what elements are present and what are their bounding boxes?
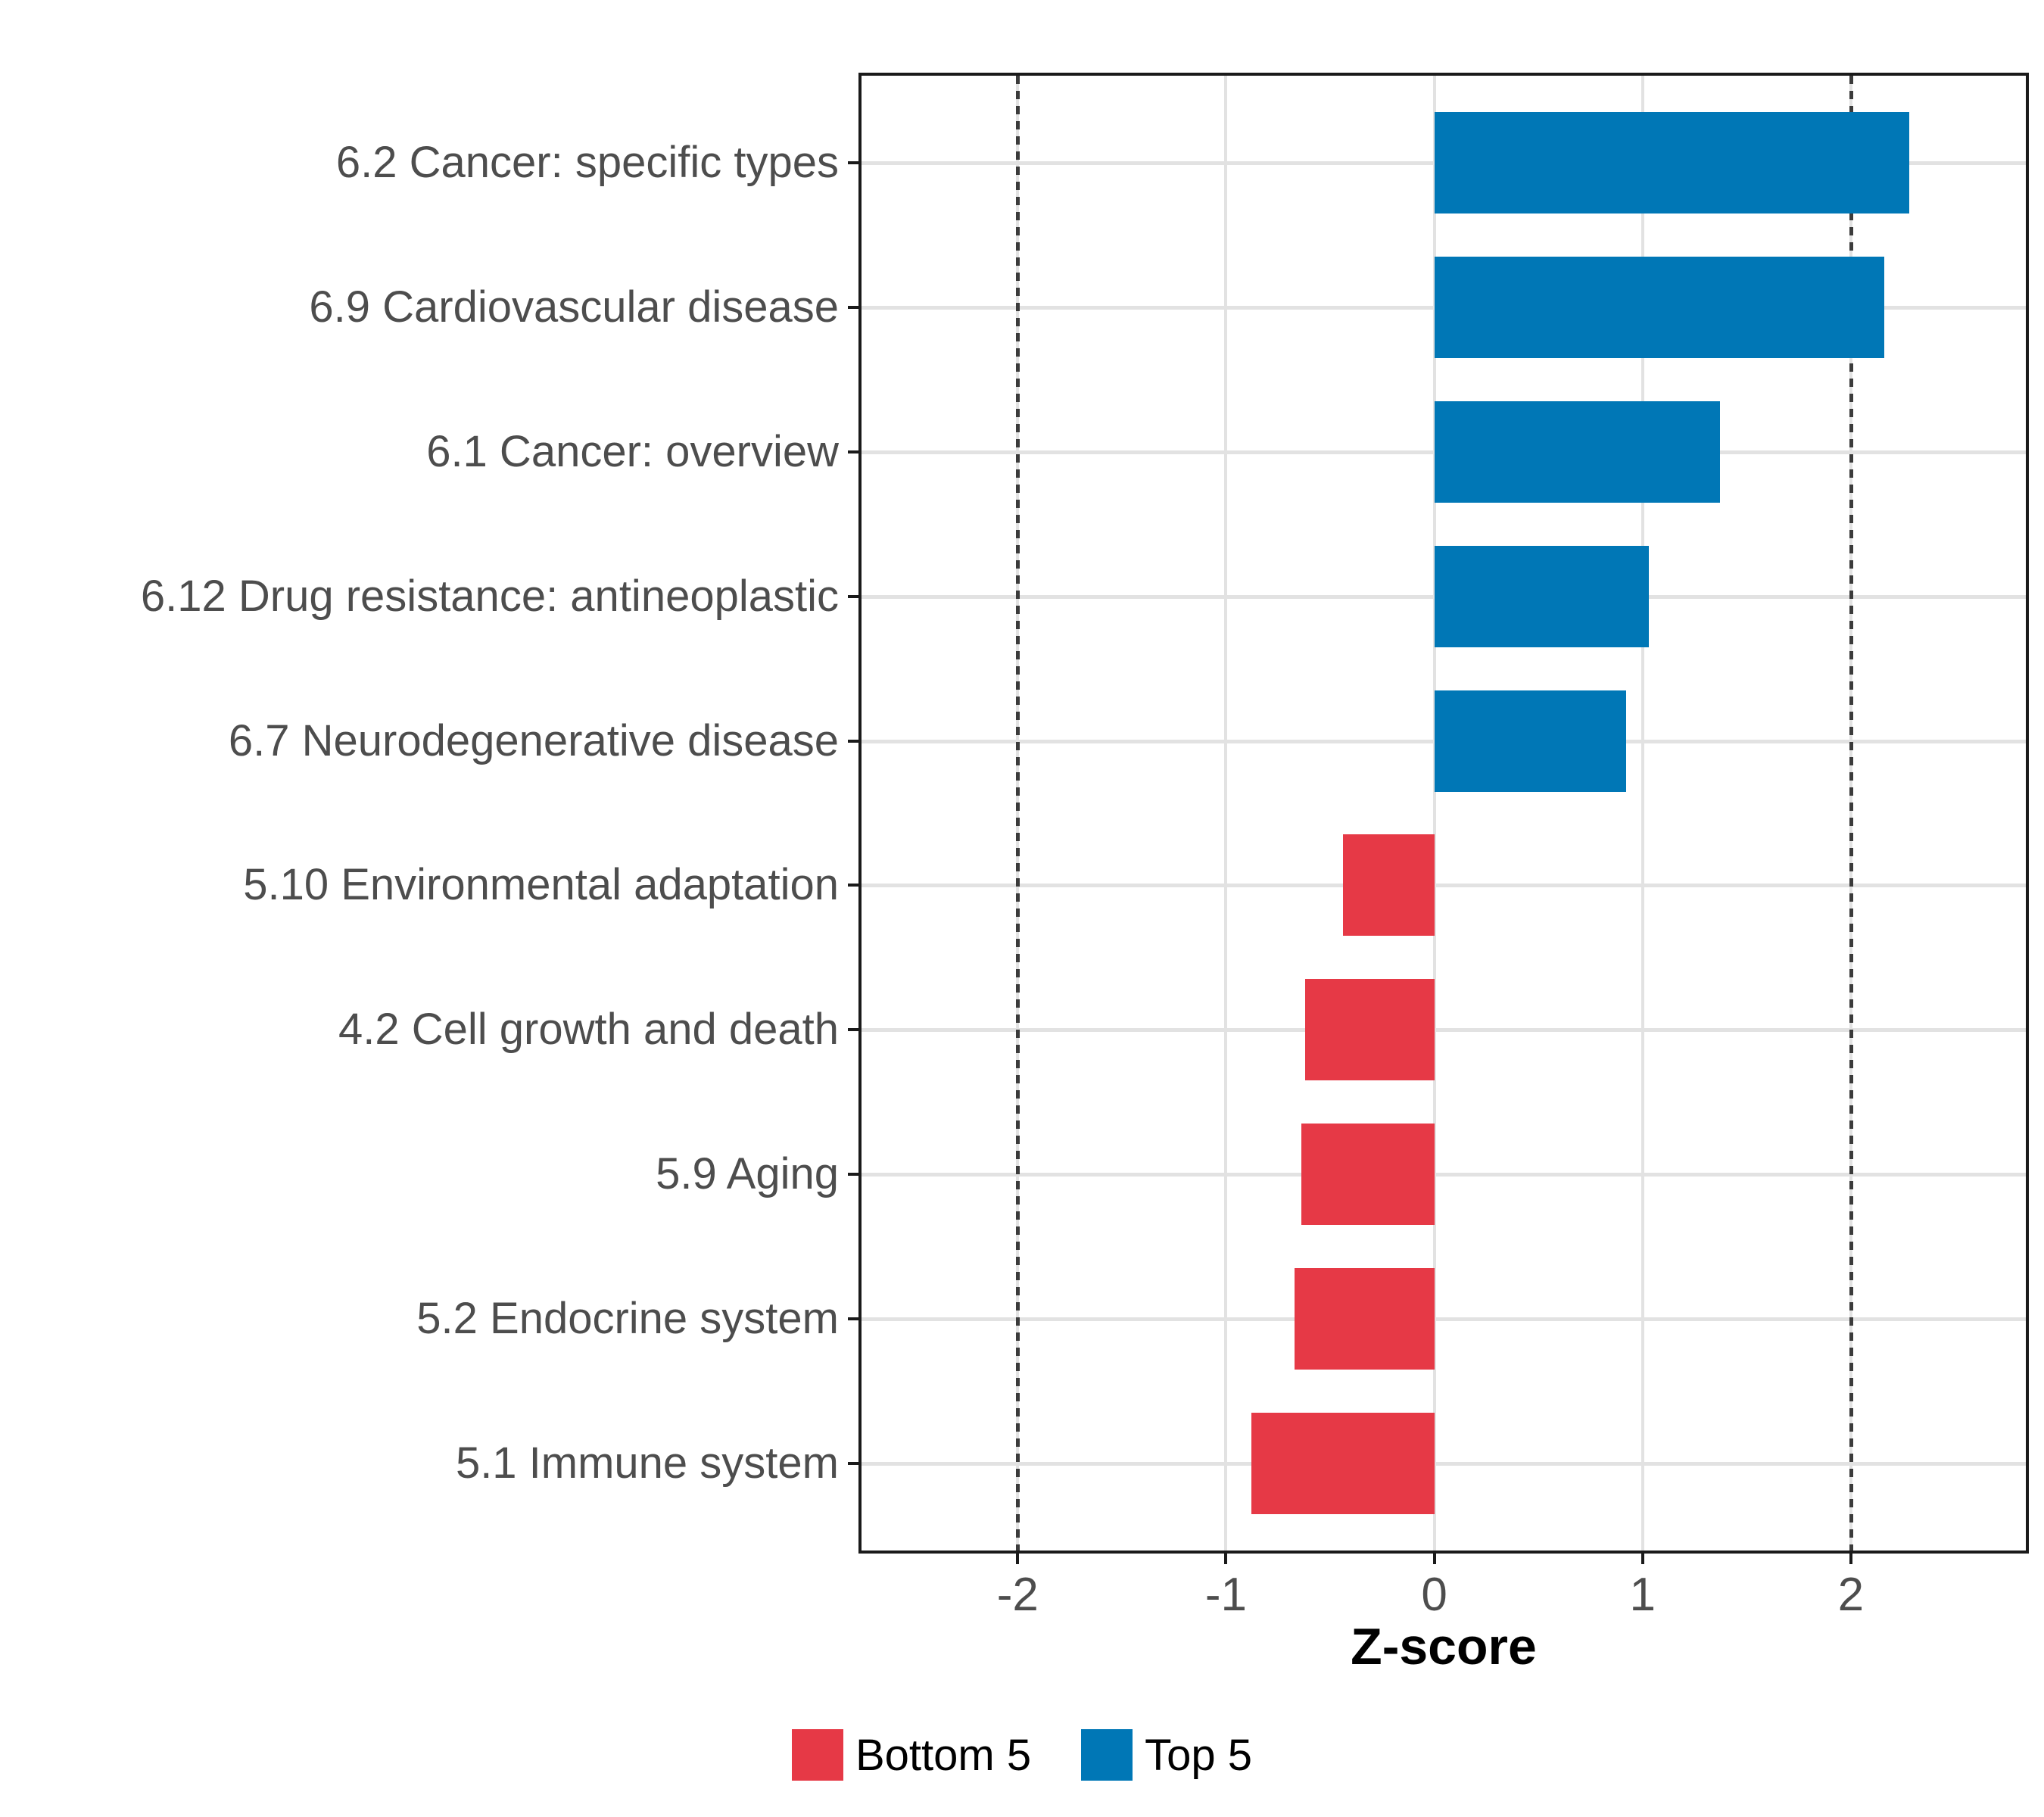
plot-panel: [858, 73, 2029, 1554]
y-tick: [848, 1028, 858, 1032]
bar: [1301, 1124, 1435, 1226]
gridline-vertical: [1224, 76, 1228, 1551]
gridline-horizontal: [862, 1317, 2026, 1322]
y-axis-label: 4.2 Cell growth and death: [338, 1005, 839, 1055]
y-axis-label: 6.2 Cancer: specific types: [335, 137, 839, 187]
bar: [1434, 690, 1626, 792]
x-tick-label: -2: [996, 1569, 1039, 1621]
y-axis-label: 6.9 Cardiovascular disease: [309, 282, 839, 332]
gridline-vertical: [1432, 76, 1436, 1551]
legend: Bottom 5 Top 5: [0, 1729, 2044, 1781]
bar: [1251, 1413, 1435, 1515]
x-tick-label: -1: [1204, 1569, 1248, 1621]
y-axis-label: 5.9 Aging: [656, 1149, 839, 1199]
y-tick: [848, 739, 858, 743]
y-tick: [848, 594, 858, 598]
legend-label-top5: Top 5: [1145, 1730, 1252, 1780]
x-tick-label: 2: [1837, 1569, 1865, 1621]
gridline-horizontal: [862, 1173, 2026, 1177]
bar: [1434, 400, 1720, 503]
x-tick-label: 0: [1421, 1569, 1447, 1621]
x-tick: [1432, 1554, 1436, 1564]
gridline-vertical: [1640, 76, 1644, 1551]
x-tick-label: 1: [1629, 1569, 1656, 1621]
y-tick: [848, 305, 858, 309]
y-tick: [848, 1462, 858, 1466]
gridline-horizontal: [862, 1028, 2026, 1033]
y-tick: [848, 884, 858, 887]
x-tick: [1640, 1554, 1644, 1564]
gridline-horizontal: [862, 1462, 2026, 1466]
x-axis-title: Z-score: [1351, 1618, 1537, 1675]
bar: [1342, 834, 1435, 937]
y-axis-label: 5.1 Immune system: [455, 1438, 839, 1488]
y-tick: [848, 1317, 858, 1321]
bar: [1295, 1268, 1435, 1370]
y-axis-label: 6.7 Neurodegenerative disease: [228, 715, 839, 765]
x-tick: [1016, 1554, 1020, 1564]
y-axis-label: 6.1 Cancer: overview: [426, 426, 839, 476]
bar: [1434, 256, 1884, 358]
y-tick: [848, 161, 858, 164]
gridline-horizontal: [862, 884, 2026, 888]
reference-line: [1016, 76, 1020, 1551]
reference-line: [1849, 76, 1853, 1551]
bar: [1434, 545, 1649, 647]
y-tick: [848, 1173, 858, 1177]
legend-label-bottom5: Bottom 5: [855, 1730, 1032, 1780]
y-axis-label: 5.10 Environmental adaptation: [243, 860, 839, 910]
y-axis-label: 6.12 Drug resistance: antineoplastic: [140, 571, 839, 621]
bar: [1305, 979, 1435, 1081]
y-tick: [848, 450, 858, 453]
legend-swatch-bottom5: [791, 1729, 843, 1781]
bar: [1434, 111, 1909, 213]
y-axis-label: 5.2 Endocrine system: [416, 1294, 839, 1344]
x-tick: [1224, 1554, 1228, 1564]
legend-swatch-top5: [1081, 1729, 1133, 1781]
x-tick: [1849, 1554, 1852, 1564]
